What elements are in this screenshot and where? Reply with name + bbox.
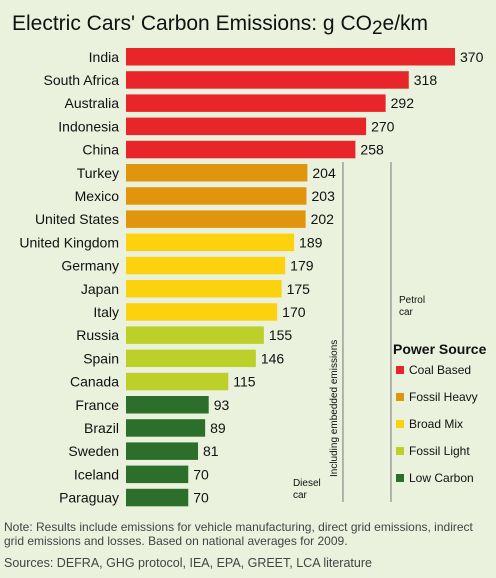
value-label-united-kingdom: 189 xyxy=(299,234,323,250)
bar-spain xyxy=(126,349,256,368)
annotation-embedded-emissions: Including embedded emissions xyxy=(329,340,340,477)
value-label-germany: 179 xyxy=(290,258,314,274)
legend-label-fossil-heavy: Fossil Heavy xyxy=(409,390,478,404)
value-label-russia: 155 xyxy=(269,327,293,343)
category-label-mexico: Mexico xyxy=(75,188,120,204)
category-label-canada: Canada xyxy=(70,374,119,390)
bar-iceland xyxy=(126,465,189,484)
bar-canada xyxy=(126,372,229,391)
chart-title-main: Electric Cars' Carbon Emissions: g CO xyxy=(12,12,372,35)
bar-turkey xyxy=(126,164,308,182)
value-label-sweden: 81 xyxy=(203,443,219,459)
reference-label-diesel-0: Diesel xyxy=(293,478,321,489)
category-label-iceland: Iceland xyxy=(74,466,119,482)
bar-italy xyxy=(126,303,278,321)
legend-title: Power Source xyxy=(393,341,487,357)
value-label-indonesia: 270 xyxy=(371,118,395,134)
value-label-south-africa: 318 xyxy=(414,72,438,88)
bar-paraguay xyxy=(126,488,189,507)
value-label-turkey: 204 xyxy=(312,165,336,181)
reference-label-petrol-0: Petrol xyxy=(399,295,425,306)
bar-brazil xyxy=(126,419,206,437)
value-label-united-states: 202 xyxy=(311,211,335,227)
value-label-paraguay: 70 xyxy=(193,490,209,506)
category-label-india: India xyxy=(89,49,120,65)
legend-swatch-low-carbon xyxy=(396,474,404,482)
category-label-united-states: United States xyxy=(35,211,119,227)
bar-china xyxy=(126,140,356,159)
reference-label-diesel-1: car xyxy=(293,490,308,501)
category-label-spain: Spain xyxy=(83,350,119,366)
reference-label-petrol-1: car xyxy=(399,307,414,318)
legend: Power Source Coal Based Fossil Heavy Broad … xyxy=(393,341,487,485)
bar-indonesia xyxy=(126,117,367,136)
bar-japan xyxy=(126,280,282,298)
bar-united-states xyxy=(126,210,306,228)
value-label-canada: 115 xyxy=(233,374,256,390)
bar-sweden xyxy=(126,442,199,460)
category-label-south-africa: South Africa xyxy=(44,72,120,88)
chart-title-suffix: e/km xyxy=(383,12,429,35)
value-label-china: 258 xyxy=(360,142,384,158)
chart-title: Electric Cars' Carbon Emissions: g CO2e/… xyxy=(12,12,428,39)
chart-area: Electric Cars' Carbon Emissions: g CO2e/… xyxy=(12,12,487,507)
legend-label-low-carbon: Low Carbon xyxy=(409,471,474,485)
bar-australia xyxy=(126,94,386,112)
category-label-indonesia: Indonesia xyxy=(58,118,119,134)
bars-group: India 370 South Africa 318 Australia 292 Indon… xyxy=(19,48,484,507)
category-label-italy: Italy xyxy=(93,304,119,320)
category-label-brazil: Brazil xyxy=(84,420,119,436)
sources-line: Sources: DEFRA, GHG protocol, IEA, EPA, … xyxy=(4,556,372,570)
value-label-australia: 292 xyxy=(391,95,415,111)
legend-swatch-fossil-light xyxy=(396,447,404,455)
bar-france xyxy=(126,396,209,414)
category-label-united-kingdom: United Kingdom xyxy=(19,234,119,250)
bar-india xyxy=(126,48,455,66)
bar-mexico xyxy=(126,187,307,205)
category-label-germany: Germany xyxy=(61,258,119,274)
category-label-japan: Japan xyxy=(81,281,119,297)
bar-united-kingdom xyxy=(126,233,295,252)
value-label-iceland: 70 xyxy=(193,466,209,482)
legend-swatch-broad-mix xyxy=(396,420,404,428)
category-label-paraguay: Paraguay xyxy=(59,490,119,506)
bar-germany xyxy=(126,256,286,275)
chart-title-subscript: 2 xyxy=(372,18,383,39)
bar-russia xyxy=(126,326,264,344)
value-label-spain: 146 xyxy=(261,350,285,366)
value-label-brazil: 89 xyxy=(210,420,226,436)
footnote: Note: Results include emissions for vehi… xyxy=(4,520,473,548)
value-label-india: 370 xyxy=(460,49,484,65)
value-label-mexico: 203 xyxy=(312,188,336,204)
legend-swatch-coal-based xyxy=(396,366,404,374)
value-label-france: 93 xyxy=(214,397,230,413)
category-label-turkey: Turkey xyxy=(77,165,119,181)
category-label-sweden: Sweden xyxy=(68,443,119,459)
bar-south-africa xyxy=(126,71,409,89)
category-label-russia: Russia xyxy=(76,327,119,343)
legend-label-broad-mix: Broad Mix xyxy=(409,417,463,431)
category-label-france: France xyxy=(75,397,119,413)
legend-label-coal-based: Coal Based xyxy=(409,363,471,377)
category-label-australia: Australia xyxy=(65,95,120,111)
legend-label-fossil-light: Fossil Light xyxy=(409,444,470,458)
value-label-japan: 175 xyxy=(287,281,311,297)
value-label-italy: 170 xyxy=(282,304,306,320)
legend-swatch-fossil-heavy xyxy=(396,393,404,401)
category-label-china: China xyxy=(82,142,119,158)
